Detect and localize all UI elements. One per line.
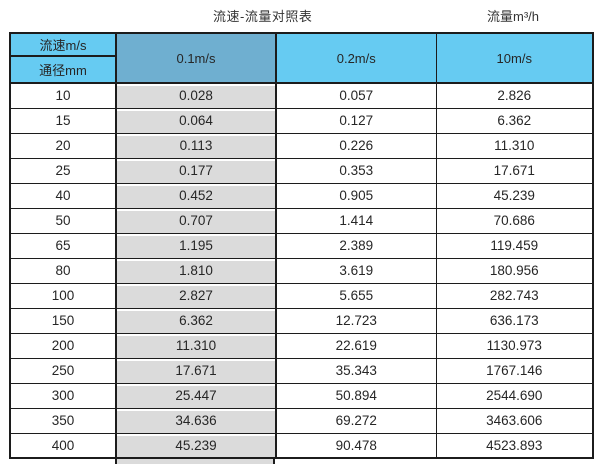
diameter-cell: 100: [9, 282, 117, 309]
value-cell-10ms: 2.826: [435, 82, 594, 109]
page-title: 流速-流量对照表: [213, 9, 313, 24]
diameter-cell: 300: [9, 382, 117, 409]
value-cell-02ms: 0.226: [275, 132, 437, 159]
value-cell-01ms: 1.810: [115, 257, 277, 284]
value-cell-10ms: 6.362: [435, 107, 594, 134]
header-row-velocity: 流速m/s 0.1m/s 0.2m/s 10m/s: [9, 32, 594, 84]
table-row: 300 25.447 50.894 2544.690: [9, 382, 594, 409]
value-cell-01ms: 11.310: [115, 332, 277, 359]
value-cell-10ms: 119.459: [435, 232, 594, 259]
table-row: 15 0.064 0.127 6.362: [9, 107, 594, 134]
value-cell-01ms: 0.113: [115, 132, 277, 159]
value-cell-10ms: 1130.973: [435, 332, 594, 359]
table-row: 150 6.362 12.723 636.173: [9, 307, 594, 334]
value-cell-10ms: 282.743: [435, 282, 594, 309]
column-header-0-1ms: 0.1m/s: [115, 32, 277, 84]
table-row: 400 45.239 90.478 4523.893: [9, 432, 594, 459]
diameter-cell: 25: [9, 157, 117, 184]
value-cell-01ms: 0.177: [115, 157, 277, 184]
value-cell-01ms: 0.707: [115, 207, 277, 234]
value-cell-10ms: 636.173: [435, 307, 594, 334]
diameter-cell: 400: [9, 432, 117, 459]
value-cell-10ms: 3463.606: [435, 407, 594, 434]
value-cell-10ms: 11.310: [435, 132, 594, 159]
table-row: 80 1.810 3.619 180.956: [9, 257, 594, 284]
value-cell-02ms: 3.619: [275, 257, 437, 284]
value-cell-01ms: 1.195: [115, 232, 277, 259]
value-cell-02ms: 69.272: [275, 407, 437, 434]
table-row: 200 11.310 22.619 1130.973: [9, 332, 594, 359]
table-row: 25 0.177 0.353 17.671: [9, 157, 594, 184]
value-cell-02ms: 1.414: [275, 207, 437, 234]
diameter-cell: 350: [9, 407, 117, 434]
diameter-cell: 40: [9, 182, 117, 209]
value-cell-02ms: 5.655: [275, 282, 437, 309]
diameter-cell: 10: [9, 82, 117, 109]
value-cell-10ms: 17.671: [435, 157, 594, 184]
table-row: 100 2.827 5.655 282.743: [9, 282, 594, 309]
value-cell-02ms: 0.057: [275, 82, 437, 109]
diameter-cell: 65: [9, 232, 117, 259]
value-cell-10ms: 180.956: [435, 257, 594, 284]
header-row-diameter: 通径mm: [9, 55, 593, 84]
value-cell-10ms: 45.239: [435, 182, 594, 209]
value-cell-10ms: 2544.690: [435, 382, 594, 409]
table-row: 65 1.195 2.389 119.459: [9, 232, 594, 259]
column-header-0-2ms: 0.2m/s: [275, 32, 437, 84]
value-cell-01ms: 2.827: [115, 282, 277, 309]
table-row: 40 0.452 0.905 45.239: [9, 182, 594, 209]
value-cell-01ms: 34.636: [115, 407, 277, 434]
value-cell-02ms: 90.478: [275, 432, 437, 459]
value-cell-10ms: 4523.893: [435, 432, 594, 459]
diameter-cell: 50: [9, 207, 117, 234]
highlight-column-overhang: [115, 459, 275, 464]
value-cell-02ms: 2.389: [275, 232, 437, 259]
diameter-cell: 80: [9, 257, 117, 284]
table-row: 20 0.113 0.226 11.310: [9, 132, 594, 159]
value-cell-01ms: 17.671: [115, 357, 277, 384]
diameter-cell: 200: [9, 332, 117, 359]
flow-unit-label: 流量m³/h: [487, 9, 540, 24]
value-cell-01ms: 0.452: [115, 182, 277, 209]
value-cell-02ms: 0.353: [275, 157, 437, 184]
value-cell-02ms: 12.723: [275, 307, 437, 334]
diameter-cell: 150: [9, 307, 117, 334]
flow-rate-table: 流速m/s 0.1m/s 0.2m/s 10m/s 通径mm 10 0.028 …: [9, 32, 594, 459]
value-cell-01ms: 25.447: [115, 382, 277, 409]
value-cell-10ms: 1767.146: [435, 357, 594, 384]
value-cell-10ms: 70.686: [435, 207, 594, 234]
value-cell-01ms: 0.028: [115, 82, 277, 109]
value-cell-01ms: 6.362: [115, 307, 277, 334]
diameter-cell: 250: [9, 357, 117, 384]
value-cell-02ms: 0.127: [275, 107, 437, 134]
corner-velocity-label: 流速m/s: [9, 32, 117, 57]
value-cell-01ms: 0.064: [115, 107, 277, 134]
value-cell-02ms: 35.343: [275, 357, 437, 384]
value-cell-01ms: 45.239: [115, 432, 277, 459]
table-row: 350 34.636 69.272 3463.606: [9, 407, 594, 434]
value-cell-02ms: 0.905: [275, 182, 437, 209]
table-row: 50 0.707 1.414 70.686: [9, 207, 594, 234]
column-header-10ms: 10m/s: [435, 32, 594, 84]
diameter-cell: 15: [9, 107, 117, 134]
corner-diameter-label: 通径mm: [9, 55, 117, 84]
value-cell-02ms: 50.894: [275, 382, 437, 409]
table-row: 10 0.028 0.057 2.826: [9, 82, 594, 109]
value-cell-02ms: 22.619: [275, 332, 437, 359]
diameter-cell: 20: [9, 132, 117, 159]
table-row: 250 17.671 35.343 1767.146: [9, 357, 594, 384]
